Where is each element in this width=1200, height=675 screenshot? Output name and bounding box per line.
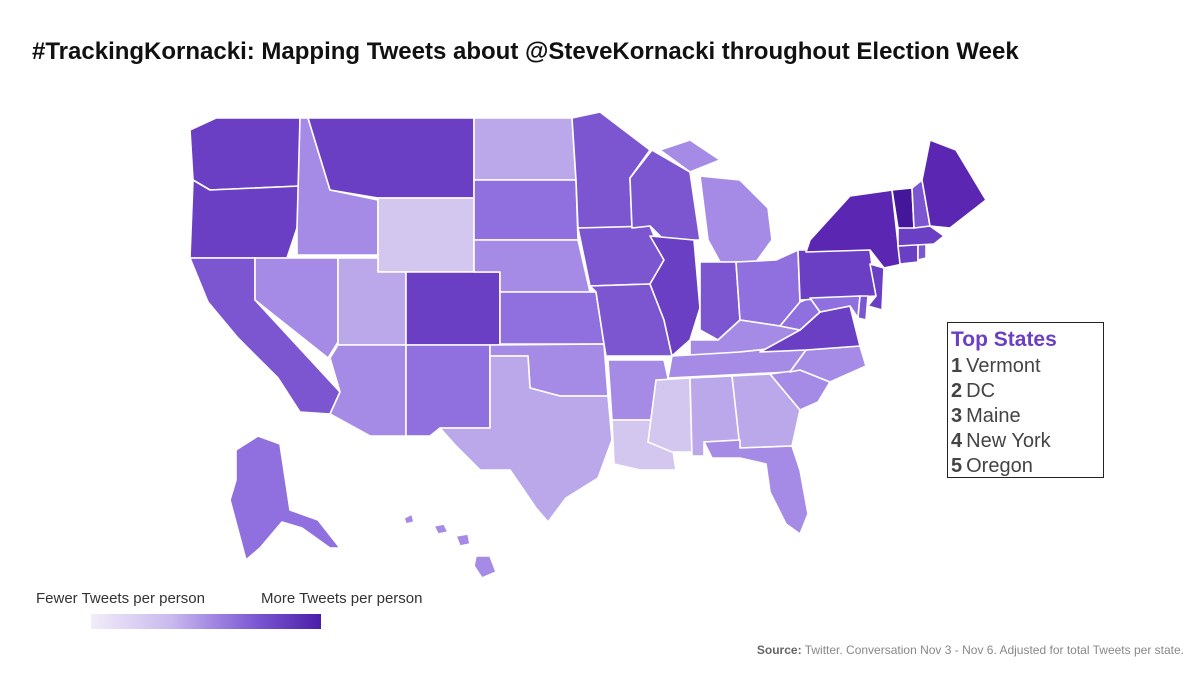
top-state-item: 3 Maine bbox=[951, 404, 1103, 429]
top-state-rank: 3 bbox=[951, 405, 963, 427]
state-wyoming bbox=[377, 197, 475, 273]
state-georgia bbox=[731, 373, 801, 449]
state-nevada bbox=[254, 257, 339, 359]
top-state-rank: 5 bbox=[951, 455, 963, 477]
state-south-dakota bbox=[473, 179, 579, 241]
state-arizona bbox=[329, 344, 407, 437]
chart-title: #TrackingKornacki: Mapping Tweets about … bbox=[32, 38, 1019, 65]
top-state-name: New York bbox=[966, 430, 1051, 452]
state-oregon bbox=[189, 179, 301, 259]
state-michigan bbox=[659, 139, 773, 263]
state-kansas bbox=[499, 291, 605, 345]
top-state-item: 2 DC bbox=[951, 379, 1103, 404]
state-maryland bbox=[809, 295, 861, 319]
top-state-name: DC bbox=[966, 380, 996, 402]
state-texas bbox=[439, 355, 613, 523]
top-state-item: 4 New York bbox=[951, 429, 1103, 454]
state-alaska bbox=[229, 435, 341, 561]
state-hawaii bbox=[403, 513, 497, 579]
top-states-box: Top States 1 Vermont 2 DC 3 Maine 4 New York… bbox=[947, 322, 1104, 478]
source-note: Source: Twitter. Conversation Nov 3 - No… bbox=[757, 643, 1184, 657]
state-mississippi bbox=[647, 377, 693, 453]
state-washington bbox=[189, 117, 301, 191]
top-state-rank: 1 bbox=[951, 355, 963, 377]
state-north-dakota bbox=[473, 117, 577, 181]
top-state-name: Vermont bbox=[966, 355, 1041, 377]
state-massachusetts bbox=[897, 225, 945, 247]
top-state-rank: 2 bbox=[951, 380, 963, 402]
legend-color-scale bbox=[91, 614, 321, 629]
source-label: Source: bbox=[756, 643, 802, 657]
source-text: Twitter. Conversation Nov 3 - Nov 6. Adj… bbox=[804, 643, 1184, 657]
state-colorado bbox=[405, 271, 501, 346]
top-states-heading: Top States bbox=[951, 328, 1057, 351]
state-maine bbox=[921, 139, 987, 229]
state-iowa bbox=[577, 225, 665, 287]
state-montana bbox=[307, 117, 475, 199]
state-florida bbox=[703, 439, 809, 535]
top-state-item: 1 Vermont bbox=[951, 354, 1103, 379]
state-delaware bbox=[857, 295, 869, 321]
state-rhode-island bbox=[917, 243, 927, 261]
top-state-name: Oregon bbox=[966, 455, 1033, 477]
legend-high-label: More Tweets per person bbox=[261, 590, 423, 607]
top-state-name: Maine bbox=[966, 405, 1021, 427]
state-new-mexico bbox=[405, 344, 491, 437]
state-new-jersey bbox=[867, 263, 885, 311]
state-connecticut bbox=[897, 243, 919, 265]
top-state-rank: 4 bbox=[951, 430, 963, 452]
legend-low-label: Fewer Tweets per person bbox=[36, 590, 205, 607]
state-pennsylvania bbox=[797, 249, 877, 301]
top-state-item: 5 Oregon bbox=[951, 454, 1103, 479]
